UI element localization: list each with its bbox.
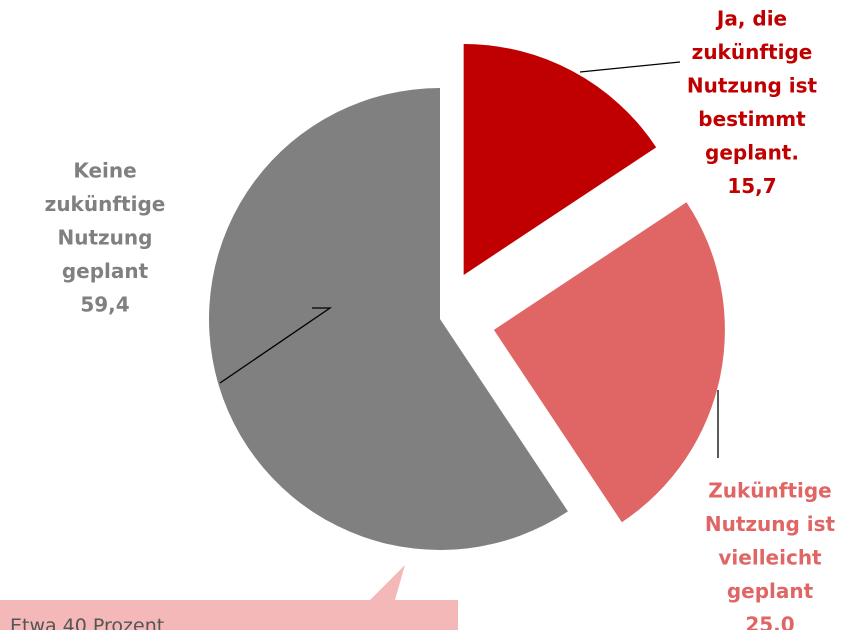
slice-label: Zukünftige bbox=[708, 479, 832, 503]
slice-label: bestimmt bbox=[698, 107, 806, 131]
slice-label: geplant bbox=[62, 259, 149, 283]
slice-label: Ja, die bbox=[715, 7, 787, 31]
slice-label: Nutzung bbox=[58, 226, 153, 250]
slice-label: Nutzung ist bbox=[687, 74, 818, 98]
slice-label: geplant. bbox=[705, 141, 799, 165]
slice-label: Keine bbox=[73, 159, 136, 183]
leader-line bbox=[219, 307, 333, 384]
pie-slice bbox=[209, 88, 568, 550]
callout-text: Etwa 40 Prozent bbox=[10, 615, 164, 630]
slice-label: Nutzung ist bbox=[705, 512, 836, 536]
pie-slice bbox=[493, 202, 725, 523]
slice-label: zukünftige bbox=[692, 40, 813, 64]
pie-slice bbox=[463, 43, 657, 275]
value-label: 15,7 bbox=[727, 174, 776, 198]
slice-label: geplant bbox=[727, 579, 814, 603]
callout-box bbox=[0, 565, 458, 630]
slice-label: zukünftige bbox=[45, 192, 166, 216]
leader-line bbox=[579, 61, 681, 73]
slice-label: vielleicht bbox=[718, 546, 822, 570]
value-label: 25,0 bbox=[745, 613, 794, 630]
value-label: 59,4 bbox=[80, 293, 129, 317]
